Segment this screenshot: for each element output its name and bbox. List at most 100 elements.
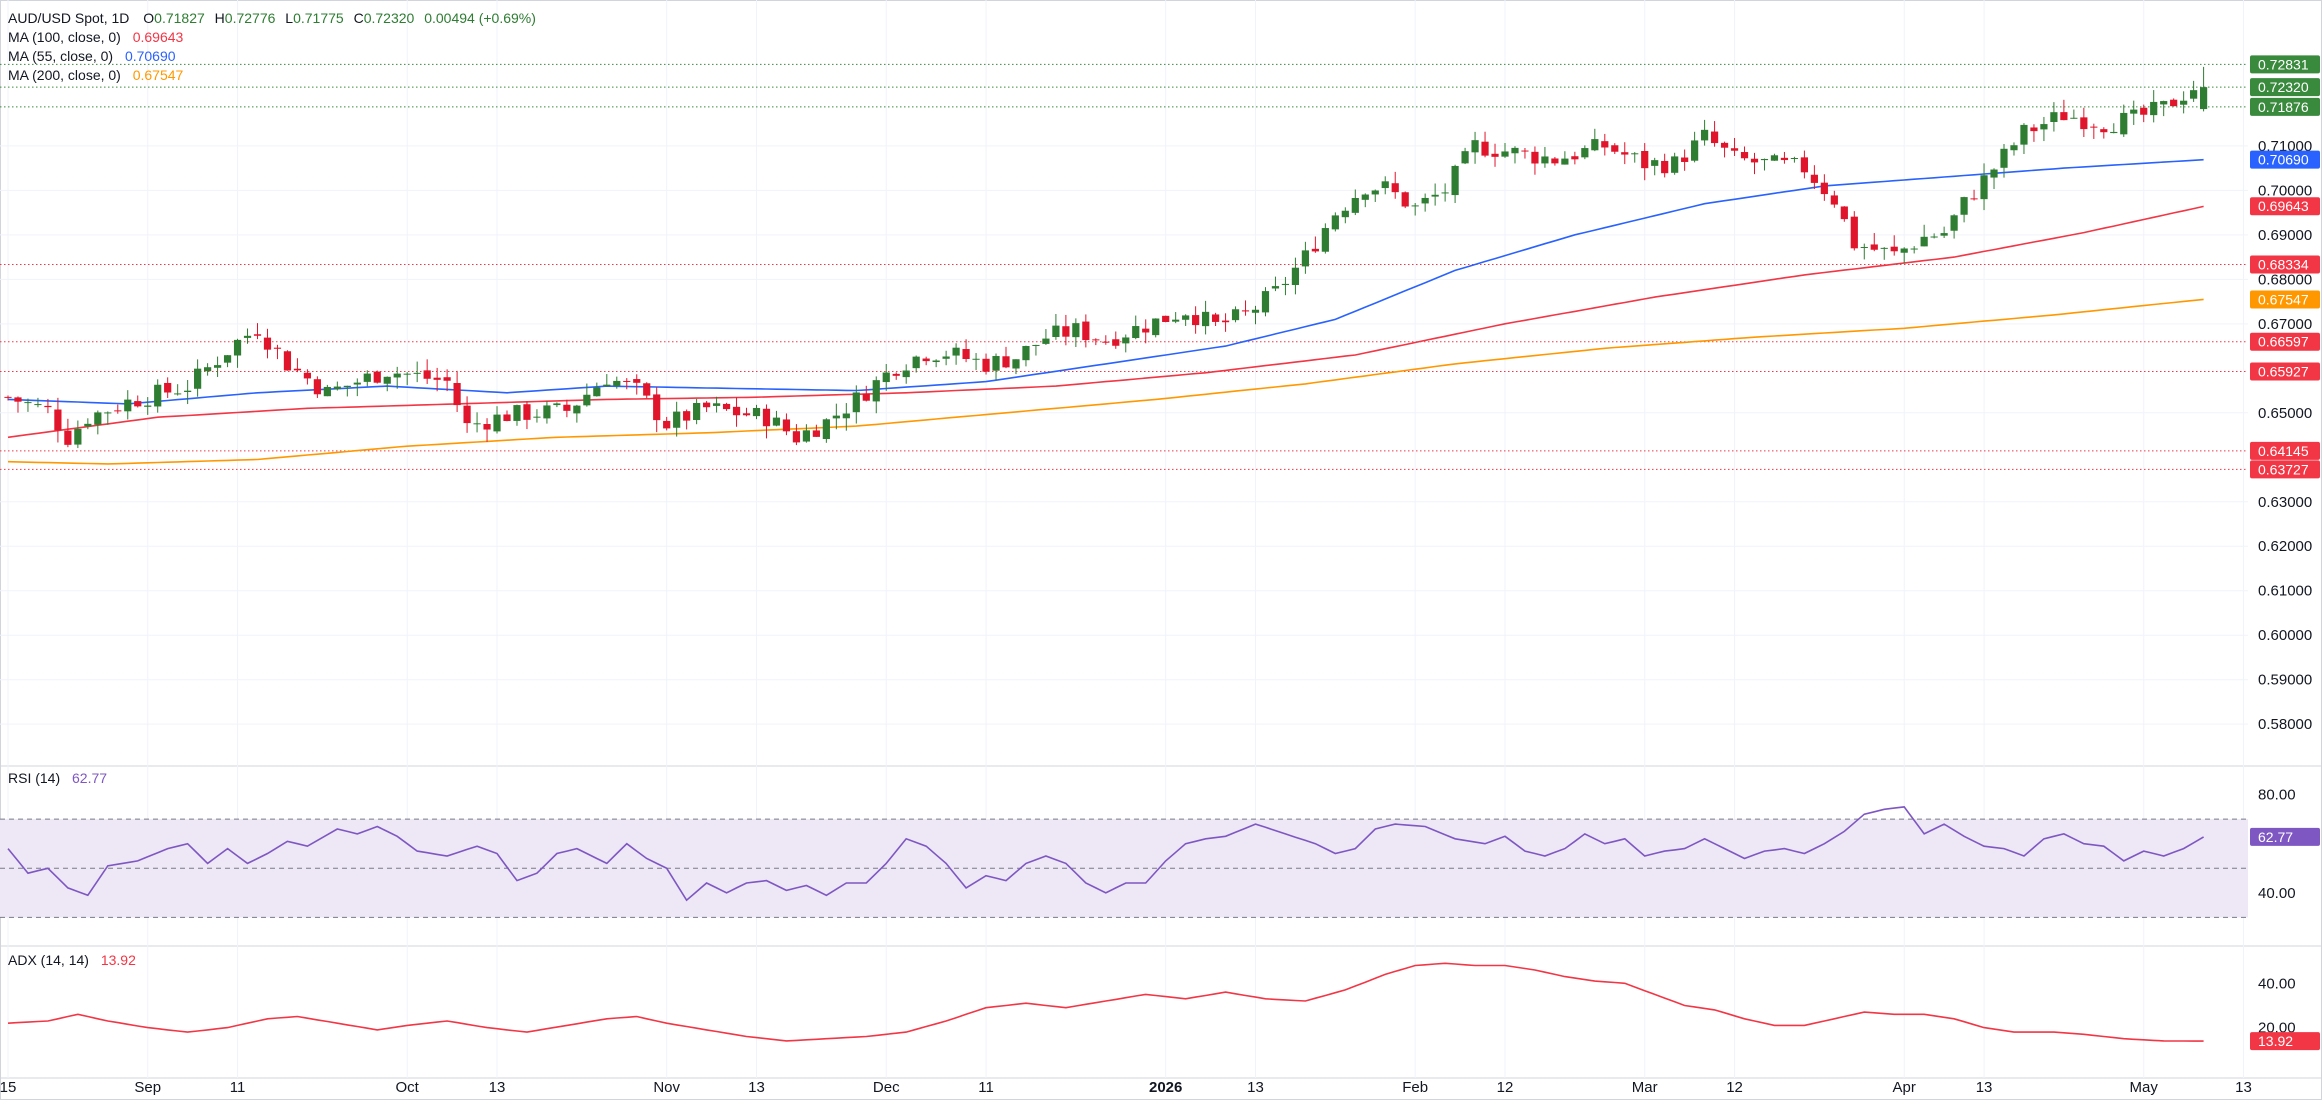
time-tick-label[interactable]: 13	[489, 1079, 506, 1096]
candle-body	[1461, 151, 1469, 164]
candle-body	[1760, 158, 1769, 161]
candle-body	[653, 394, 661, 421]
candle-body	[1182, 315, 1190, 320]
candle-body	[1281, 283, 1290, 286]
candle-body	[872, 380, 880, 402]
candle-body	[1770, 155, 1779, 161]
candle-body	[1860, 247, 1868, 249]
candle-body	[1211, 314, 1220, 322]
time-tick-label[interactable]: 13	[1247, 1079, 1264, 1096]
time-tick-label[interactable]: 13	[1976, 1079, 1993, 1096]
candle-body	[1651, 160, 1659, 166]
candle-body	[583, 394, 591, 406]
adx-value-tag: 13.92	[2258, 1033, 2293, 1049]
price-tag: 0.67547	[2258, 291, 2309, 307]
candle-body	[313, 379, 321, 395]
time-tick-label[interactable]: Mar	[1632, 1079, 1658, 1096]
time-tick-label[interactable]: Feb	[1402, 1079, 1428, 1096]
candle-body	[852, 392, 860, 413]
candle-body	[1431, 194, 1439, 197]
candle-body	[1152, 318, 1160, 336]
rsi-value: 62.77	[72, 770, 107, 786]
time-tick-label[interactable]: 2026	[1149, 1079, 1182, 1096]
candle-body	[1661, 160, 1669, 174]
candle-body	[144, 405, 152, 407]
time-tick-label[interactable]: 12	[1497, 1079, 1514, 1096]
candle-body	[513, 405, 521, 421]
time-tick-label[interactable]: May	[2130, 1079, 2159, 1096]
candle-body	[363, 373, 371, 382]
candle-body	[463, 405, 471, 424]
candle-body	[2190, 90, 2198, 99]
time-tick-label[interactable]: Sep	[134, 1079, 161, 1096]
candle-body	[1531, 151, 1539, 164]
candle-body	[303, 372, 311, 379]
candle-body	[2020, 124, 2028, 145]
rsi-value-tag-bg	[2250, 827, 2320, 846]
candle-body	[1052, 325, 1060, 337]
candle-body	[1092, 339, 1100, 341]
candle-body	[204, 367, 212, 372]
time-tick-label[interactable]: 13	[2235, 1079, 2252, 1096]
candle-body	[1920, 236, 1928, 247]
price-tick-label: 0.60000	[2258, 627, 2312, 644]
candle-body	[1950, 215, 1958, 231]
time-axis[interactable]: 15 Sep 11 Oct 13 Nov 13 Dec 11 2026 13 Feb 12 Mar 12 Ap…	[0, 1079, 2252, 1096]
candle-body	[623, 380, 631, 382]
candle-body	[2110, 131, 2118, 134]
candle-body	[1381, 181, 1389, 189]
ma200-label: MA (200, close, 0)	[8, 67, 121, 83]
price-tag: 0.72320	[2258, 79, 2309, 95]
price-tag-bg	[2250, 97, 2320, 116]
candle-body	[1681, 157, 1689, 162]
time-tick-label[interactable]: Oct	[396, 1079, 420, 1096]
candle-body	[1571, 156, 1579, 160]
candle-body	[1840, 206, 1848, 220]
candle-body	[2140, 107, 2148, 115]
candle-body	[4, 396, 12, 398]
candle-body	[213, 365, 222, 368]
price-axis[interactable]: 0.58000 0.59000 0.60000 0.61000 0.62000 0.630…	[2258, 138, 2312, 1037]
time-tick-label[interactable]: Nov	[653, 1079, 680, 1096]
candle-body	[613, 380, 621, 386]
candle-body	[1750, 158, 1759, 163]
candle-body	[703, 402, 711, 408]
time-tick-label[interactable]: 12	[1726, 1079, 1743, 1096]
svg-text:MA (100, close, 0) 0.696: MA (100, close, 0) 0.69643	[8, 29, 184, 45]
ma100-label: MA (100, close, 0)	[8, 29, 121, 45]
candle-body	[732, 406, 741, 416]
candle-body	[1940, 233, 1948, 236]
time-tick-label[interactable]: Apr	[1893, 1079, 1916, 1096]
candle-body	[1441, 192, 1449, 194]
rsi-pane	[0, 806, 2248, 918]
candle-body	[742, 413, 751, 416]
candle-body	[1701, 129, 1709, 141]
price-tick-label: 0.59000	[2258, 672, 2312, 689]
candle-body	[663, 420, 671, 429]
candle-body	[2200, 87, 2208, 110]
price-tag-bg	[2250, 78, 2320, 97]
price-tag-bg	[2250, 441, 2320, 460]
ma100-line	[7, 205, 2204, 439]
time-tick-label[interactable]: 15	[0, 1079, 16, 1096]
time-tick-label[interactable]: 11	[230, 1079, 246, 1096]
time-tick-label[interactable]: 11	[978, 1079, 994, 1096]
candle-body	[194, 368, 202, 389]
adx-pane	[7, 962, 2204, 1042]
adx-value: 13.92	[101, 952, 136, 968]
candle-body	[1980, 175, 1988, 200]
candle-body	[1331, 215, 1339, 230]
change-value: 0.00494 (+0.69%)	[424, 10, 536, 26]
time-tick-label[interactable]: 13	[748, 1079, 765, 1096]
candle-body	[1241, 310, 1250, 312]
time-tick-label[interactable]: Dec	[873, 1079, 900, 1096]
candle-body	[423, 370, 431, 379]
candle-body	[44, 405, 52, 408]
candle-body	[902, 370, 910, 378]
candle-body	[1621, 152, 1629, 155]
candle-body	[473, 423, 481, 425]
open-value: 0.71827	[154, 10, 205, 26]
price-tick-label: 0.69000	[2258, 227, 2312, 244]
candle-body	[223, 355, 232, 363]
